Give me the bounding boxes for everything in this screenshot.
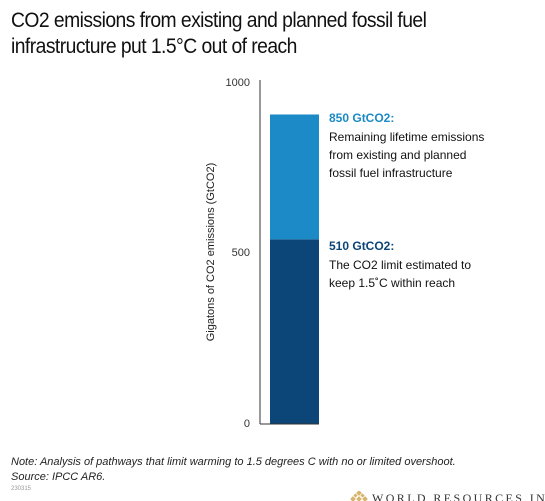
stacked-bar-chart: 1000 500 0 Gigatons of CO2 emissions (Gt… [205, 77, 484, 430]
bar-segment-lower [270, 239, 319, 424]
annotation-upper-line-1: Remaining lifetime emissions [329, 130, 484, 144]
annotation-upper-line-2: from existing and planned [329, 148, 466, 162]
footer: Note: Analysis of pathways that limit wa… [11, 455, 531, 492]
y-tick-label-0: 0 [244, 418, 250, 430]
annotation-upper-head: 850 GtCO2: [329, 111, 394, 125]
bar-segments [270, 114, 319, 424]
page-title: CO2 emissions from existing and planned … [11, 9, 427, 58]
annotation-lower-line-1: The CO2 limit estimated to [329, 258, 471, 272]
y-tick-label-500: 500 [232, 247, 250, 259]
annotation-upper-line-3: fossil fuel infrastructure [329, 166, 453, 180]
footnote-note: Note: Analysis of pathways that limit wa… [11, 456, 456, 468]
bar-segment-upper [270, 114, 319, 240]
y-axis-label: Gigatons of CO2 emissions (GtCO2) [205, 163, 217, 342]
annotation-lower-head: 510 GtCO2: [329, 239, 394, 253]
chart-code: 230315 [11, 486, 32, 492]
y-tick-label-1000: 1000 [226, 77, 250, 89]
wri-logo: WORLD RESOURCES INSTITUTE [350, 489, 545, 501]
wri-logo-wordmark: WORLD RESOURCES INSTITUTE [372, 491, 545, 501]
wri-logo-mark-icon [350, 491, 368, 501]
footnote-source: Source: IPCC AR6. [11, 471, 106, 483]
annotation-lower-line-2: keep 1.5˚C within reach [329, 276, 455, 290]
